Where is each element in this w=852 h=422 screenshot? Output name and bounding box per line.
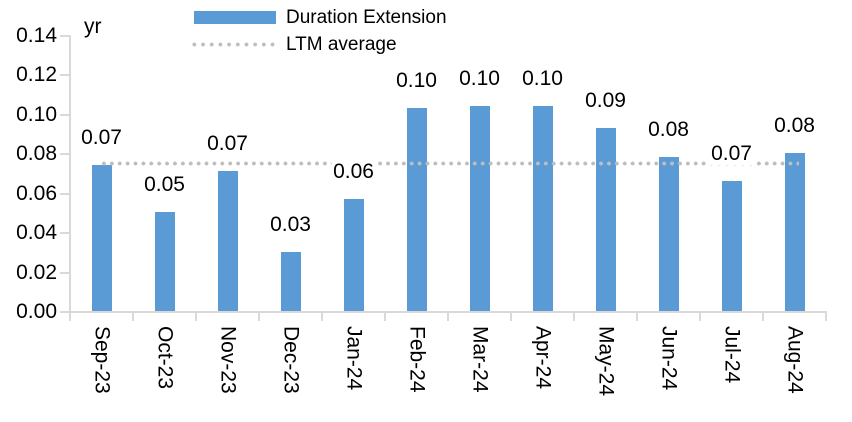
x-axis-tick	[132, 311, 134, 321]
bar-Oct-23	[154, 212, 175, 311]
bar-value-label: 0.06	[331, 160, 376, 183]
ltm-average-line	[99, 161, 799, 166]
bar-value-label: 0.05	[142, 173, 187, 196]
x-axis-tick	[636, 311, 638, 321]
bar-Feb-24	[406, 108, 427, 311]
bar-Apr-24	[532, 106, 553, 311]
bar-Jun-24	[658, 157, 679, 311]
x-axis-tick	[699, 311, 701, 321]
dotted-line-swatch-icon	[190, 38, 278, 51]
bar-Mar-24	[469, 106, 490, 311]
legend-label-ltm-average: LTM average	[286, 33, 397, 55]
bar-value-label: 0.09	[583, 89, 628, 112]
x-axis-category-label: Feb-24	[405, 326, 429, 393]
y-axis-tick-label: 0.06	[16, 181, 57, 205]
x-axis-category-label: Mar-24	[468, 326, 492, 393]
x-axis-tick	[825, 311, 827, 321]
x-axis-tick	[762, 311, 764, 321]
y-axis-tick-label: 0.10	[16, 102, 57, 126]
bar-value-label: 0.07	[709, 142, 754, 165]
x-axis-category-label: Nov-23	[216, 326, 240, 394]
x-axis-tick	[510, 311, 512, 321]
y-axis-tick-label: 0.12	[16, 63, 57, 87]
y-axis-unit-label: yr	[84, 15, 102, 38]
x-axis-tick	[258, 311, 260, 321]
x-axis-tick	[321, 311, 323, 321]
x-axis-tick	[195, 311, 197, 321]
x-axis-category-label: Oct-23	[153, 326, 177, 390]
bar-Aug-24	[784, 153, 805, 311]
bar-value-label: 0.07	[205, 132, 250, 155]
legend-entry-duration-extension: Duration Extension	[190, 4, 447, 31]
x-axis-tick	[573, 311, 575, 321]
bar-value-label: 0.10	[457, 67, 502, 90]
bar-Sep-23	[91, 165, 112, 311]
legend-label-duration-extension: Duration Extension	[286, 6, 447, 28]
x-axis-category-label: Sep-23	[90, 326, 114, 394]
legend-swatch-wrap	[190, 11, 278, 24]
x-axis-tick	[69, 311, 71, 321]
x-axis-tick	[447, 311, 449, 321]
legend-swatch-wrap	[190, 38, 278, 51]
y-axis-tick-label: 0.00	[16, 300, 57, 323]
bar-Dec-23	[280, 252, 301, 311]
y-axis-tick-label: 0.02	[16, 260, 57, 284]
x-axis-category-label: Jan-24	[342, 326, 366, 391]
bar-May-24	[595, 128, 616, 311]
bar-value-label: 0.07	[79, 126, 124, 149]
y-axis-tick-label: 0.08	[16, 142, 57, 166]
y-axis-tick	[60, 271, 71, 274]
bar-Jan-24	[343, 199, 364, 311]
y-axis-tick	[60, 35, 71, 37]
x-axis-category-label: May-24	[594, 326, 618, 397]
y-axis-tick	[60, 74, 71, 77]
y-axis-line	[69, 35, 71, 313]
bar-value-label: 0.08	[772, 114, 817, 137]
y-axis-tick	[60, 153, 71, 156]
bar-value-label: 0.10	[394, 69, 439, 92]
x-axis-category-label: Dec-23	[279, 326, 303, 394]
y-axis-tick-label: 0.14	[16, 24, 57, 47]
x-axis-tick	[384, 311, 386, 321]
bar-value-label: 0.08	[646, 118, 691, 141]
y-axis-tick-label: 0.04	[16, 221, 57, 245]
bar-value-label: 0.03	[268, 213, 313, 236]
legend-entry-ltm-average: LTM average	[190, 31, 447, 58]
x-axis-category-label: Apr-24	[531, 326, 555, 390]
y-axis-tick	[60, 311, 71, 313]
x-axis-category-label: Aug-24	[783, 326, 807, 394]
bar-Nov-23	[217, 171, 238, 311]
y-axis-tick	[60, 232, 71, 235]
legend: Duration Extension LTM average	[190, 4, 447, 58]
y-axis-tick	[60, 113, 71, 116]
bar-series-swatch-icon	[194, 11, 276, 24]
x-axis-category-label: Jun-24	[657, 326, 681, 391]
y-axis-tick	[60, 192, 71, 195]
bar-value-label: 0.10	[520, 67, 565, 90]
bar-Jul-24	[721, 181, 742, 311]
x-axis-category-label: Jul-24	[720, 326, 744, 384]
